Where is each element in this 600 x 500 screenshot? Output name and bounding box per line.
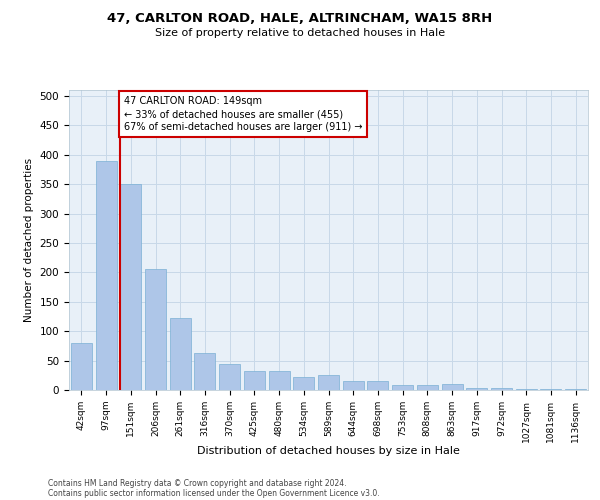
Bar — [170, 318, 191, 390]
Text: Contains public sector information licensed under the Open Government Licence v3: Contains public sector information licen… — [48, 488, 380, 498]
Bar — [269, 371, 290, 390]
Bar — [491, 388, 512, 390]
Text: Contains HM Land Registry data © Crown copyright and database right 2024.: Contains HM Land Registry data © Crown c… — [48, 478, 347, 488]
Bar — [293, 377, 314, 390]
Bar — [367, 381, 388, 390]
Bar — [219, 364, 240, 390]
Bar — [318, 376, 339, 390]
Bar — [194, 353, 215, 390]
Y-axis label: Number of detached properties: Number of detached properties — [24, 158, 34, 322]
Text: 47, CARLTON ROAD, HALE, ALTRINCHAM, WA15 8RH: 47, CARLTON ROAD, HALE, ALTRINCHAM, WA15… — [107, 12, 493, 26]
Text: 47 CARLTON ROAD: 149sqm
← 33% of detached houses are smaller (455)
67% of semi-d: 47 CARLTON ROAD: 149sqm ← 33% of detache… — [124, 96, 362, 132]
X-axis label: Distribution of detached houses by size in Hale: Distribution of detached houses by size … — [197, 446, 460, 456]
Bar — [417, 386, 438, 390]
Bar — [466, 388, 487, 390]
Bar — [95, 160, 116, 390]
Text: Size of property relative to detached houses in Hale: Size of property relative to detached ho… — [155, 28, 445, 38]
Bar — [343, 381, 364, 390]
Bar — [442, 384, 463, 390]
Bar — [516, 389, 537, 390]
Bar — [120, 184, 141, 390]
Bar — [145, 270, 166, 390]
Bar — [392, 386, 413, 390]
Bar — [244, 371, 265, 390]
Bar — [71, 343, 92, 390]
Bar — [541, 389, 562, 390]
